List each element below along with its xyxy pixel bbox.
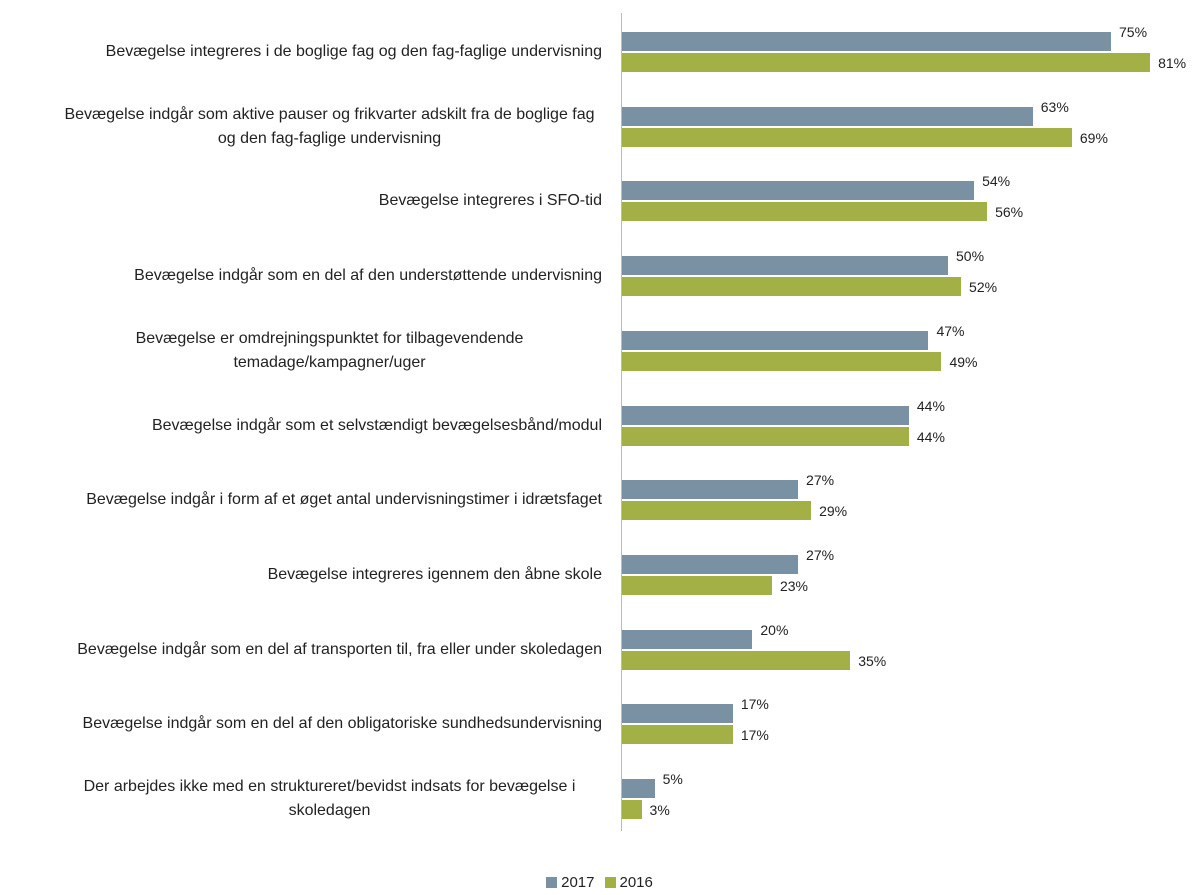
legend-swatch	[604, 877, 616, 888]
bar	[622, 53, 1151, 72]
bar	[622, 181, 975, 201]
value-label: 23%	[779, 577, 808, 594]
category-axis	[621, 13, 622, 831]
value-label: 3%	[649, 802, 670, 818]
bar	[622, 501, 812, 521]
category-label: Der arbejdes ikke med en struktureret/be…	[83, 778, 576, 819]
category-label-box: Bevægelse indgår som aktive pauser og fr…	[0, 90, 602, 164]
value-label: 44%	[916, 428, 945, 445]
value-label: 17%	[740, 696, 769, 713]
value-label: 35%	[858, 652, 887, 669]
bar	[622, 351, 942, 371]
value-label: 27%	[806, 546, 835, 563]
value-label: 69%	[1079, 129, 1108, 146]
category-label: Bevægelse indgår som en del af den under…	[134, 267, 602, 285]
value-label: 50%	[956, 248, 985, 265]
legend-item: 2016	[604, 874, 653, 891]
value-label: 5%	[662, 771, 683, 787]
category-label: Bevægelse indgår som en del af transport…	[77, 640, 602, 658]
value-label: 29%	[819, 503, 848, 520]
bar	[622, 779, 655, 798]
category-label-box: Der arbejdes ikke med en struktureret/be…	[0, 762, 602, 836]
category-label-box: Bevægelse indgår som et selvstændigt bev…	[0, 389, 602, 463]
category-label-box: Bevægelse er omdrejningspunktet for tilb…	[0, 314, 602, 388]
bar	[622, 256, 948, 276]
category-label-box: Bevægelse integreres igennem den åbne sk…	[0, 538, 602, 612]
legend-item: 2017	[546, 874, 595, 891]
category-label-box: Bevægelse indgår som en del af den oblig…	[0, 687, 602, 761]
category-label-box: Bevægelse integreres i de boglige fag og…	[0, 15, 602, 89]
value-label: 81%	[1158, 55, 1187, 71]
bar	[622, 405, 909, 425]
legend-label: 2017	[561, 874, 595, 891]
value-label: 56%	[995, 204, 1024, 221]
category-label: Bevægelse indgår som aktive pauser og fr…	[64, 105, 595, 147]
value-label: 52%	[969, 279, 998, 296]
category-label-box: Bevægelse indgår i form af et øget antal…	[0, 463, 602, 537]
value-label: 17%	[740, 727, 769, 744]
value-label: 44%	[916, 397, 945, 414]
value-label: 75%	[1119, 24, 1148, 40]
value-label: 49%	[949, 353, 978, 370]
bar	[622, 426, 909, 446]
value-label: 63%	[1040, 98, 1069, 115]
category-label: Bevægelse indgår som et selvstændigt bev…	[151, 416, 602, 434]
legend: 2017 2016	[0, 874, 1199, 891]
category-label-box: Bevægelse indgår som en del af den under…	[0, 239, 602, 313]
bar	[622, 330, 929, 350]
bar	[622, 629, 753, 649]
category-label-box: Bevægelse indgår som en del af transport…	[0, 613, 602, 687]
value-label: 54%	[982, 173, 1011, 190]
bar	[622, 277, 962, 297]
bar	[622, 554, 799, 574]
bar	[622, 650, 851, 670]
bar	[622, 480, 799, 500]
legend-swatch	[546, 877, 558, 888]
value-label: 47%	[936, 322, 965, 339]
category-label: Bevægelse integreres igennem den åbne sk…	[267, 565, 602, 583]
value-label: 27%	[806, 472, 835, 489]
bar	[622, 127, 1072, 147]
category-label-box: Bevægelse integreres i SFO-tid	[0, 164, 602, 238]
bar	[622, 800, 642, 819]
bar	[622, 575, 772, 595]
category-label: Bevægelse integreres i SFO-tid	[378, 192, 602, 210]
category-label: Bevægelse integreres i de boglige fag og…	[105, 43, 602, 60]
legend-label: 2016	[619, 874, 653, 891]
bar	[622, 106, 1033, 126]
bar	[622, 32, 1111, 51]
category-label: Bevægelse indgår som en del af den oblig…	[82, 715, 602, 733]
bar	[622, 725, 733, 745]
bar	[622, 202, 988, 222]
category-label: Bevægelse er omdrejningspunktet for tilb…	[135, 329, 524, 371]
category-label: Bevægelse indgår i form af et øget antal…	[86, 491, 602, 509]
value-label: 20%	[760, 621, 789, 638]
bar	[622, 704, 733, 724]
